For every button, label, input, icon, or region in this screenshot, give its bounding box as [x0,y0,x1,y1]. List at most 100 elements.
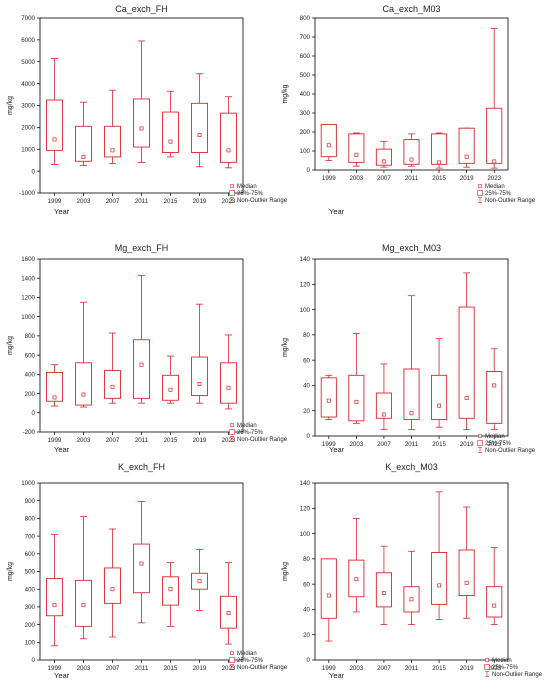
iqr-box [458,127,475,164]
y-tick-label: 0 [307,433,311,440]
y-tick-label: 80 [303,556,310,563]
iqr-box [162,111,179,153]
y-tick-label: 0 [32,410,36,417]
y-axis-label: mg/kg [7,96,14,115]
y-tick-label: 1000 [21,146,35,153]
box-2007 [375,363,392,431]
median-marker [492,159,497,164]
x-tick-label: 2007 [106,198,120,205]
y-axis-label: mg/kg [282,338,289,357]
median-marker [52,603,57,608]
chart-panel-1: Ca_exch_FH -1000 0 1000 2000 3000 4000 5000 6000… [7,4,288,216]
box-2019 [191,548,208,611]
x-axis-label: Year [329,445,345,454]
box-2007 [375,141,392,168]
x-tick-label: 2015 [432,175,446,182]
box-2003 [75,101,92,167]
x-tick-label: 1999 [322,175,336,182]
iqr-box [403,368,420,421]
y-tick-label: 300 [300,110,311,117]
chart-title: Ca_exch_FH [115,4,168,14]
x-tick-label: 2007 [377,441,391,448]
legend-median-label: Median [237,651,257,657]
median-marker [437,160,442,165]
y-tick-label: 60 [303,581,310,588]
box-2015 [162,90,179,158]
legend-median-label: Median [492,658,512,664]
y-tick-label: 200 [25,622,36,629]
x-tick-label: 2019 [460,441,474,448]
x-tick-label: 2015 [432,665,446,672]
box-2015 [431,491,448,620]
box-1999 [320,374,337,420]
box-2011 [133,274,150,404]
y-tick-label: 5000 [21,59,35,66]
median-marker [139,561,144,566]
box-2023 [486,547,503,625]
y-tick-label: 2000 [21,125,35,132]
median-marker [139,362,144,367]
y-tick-label: 6000 [21,37,35,44]
median-marker [409,597,414,602]
box-2023 [486,28,503,169]
median-marker [226,148,231,153]
x-tick-label: 2019 [460,175,474,182]
y-tick-label: 1400 [21,275,35,282]
y-tick-label: 1200 [21,295,35,302]
y-tick-label: 600 [25,551,36,558]
iqr-box [375,392,392,419]
median-marker [81,392,86,397]
median-marker [168,587,173,592]
x-tick-label: 2015 [164,198,178,205]
legend-iqr-symbol [229,190,235,196]
iqr-box [431,552,448,605]
y-tick-label: 40 [303,607,310,614]
legend-range-label: Non-Outlier Range [492,672,543,678]
legend-median-symbol [230,423,234,427]
iqr-box [431,133,448,165]
x-tick-label: 2011 [135,665,149,672]
iqr-box [104,370,121,399]
legend-median-symbol [478,184,482,188]
x-tick-label: 2023 [222,198,236,205]
median-marker [354,152,359,157]
box-2015 [431,338,448,428]
legend-iqr-symbol [229,657,235,663]
median-marker [326,143,331,148]
box-2011 [133,40,150,163]
x-tick-label: 1999 [48,198,62,205]
legend-range-label: Non-Outlier Range [485,448,536,454]
legend-iqr-label: 25%-75% [237,191,264,197]
x-tick-label: 2011 [135,437,149,444]
x-axis-label: Year [329,671,345,680]
x-tick-label: 2015 [164,665,178,672]
y-tick-label: 0 [307,657,311,664]
median-marker [226,611,231,616]
y-tick-label: 800 [25,516,36,523]
box-2011 [403,295,420,431]
y-tick-label: -200 [23,429,36,436]
y-tick-label: 600 [300,53,311,60]
iqr-box [133,98,150,148]
median-marker [381,412,386,417]
box-1999 [320,558,337,642]
y-tick-label: 100 [300,148,311,155]
median-marker [52,137,57,142]
box-2007 [104,89,121,164]
x-tick-label: 1999 [322,441,336,448]
legend-iqr-symbol [477,440,483,446]
x-tick-label: 2019 [193,437,207,444]
box-1999 [46,533,63,647]
x-axis-label: Year [54,445,70,454]
y-tick-label: 800 [300,15,311,22]
iqr-box [191,102,208,153]
y-axis-label: mg/kg [7,562,14,581]
x-tick-label: 2023 [222,665,236,672]
y-tick-label: 140 [300,480,311,487]
iqr-box [46,99,63,151]
y-tick-label: 100 [300,307,311,314]
